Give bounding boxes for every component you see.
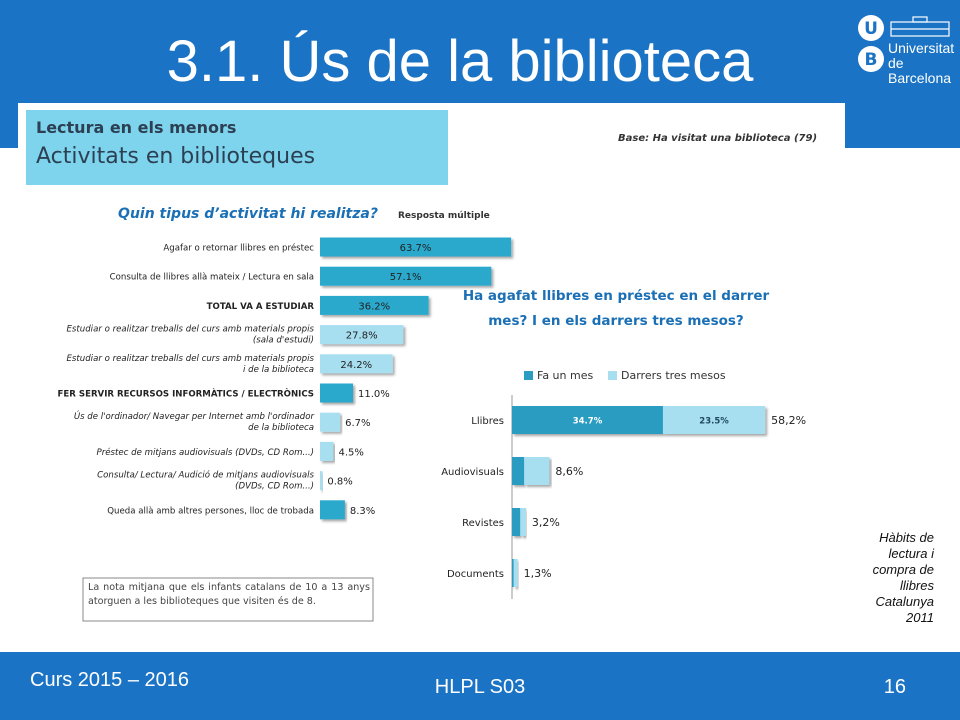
logo-u-letter: U	[864, 19, 878, 39]
activity-category-label: (sala d'estudi)	[253, 336, 314, 346]
activity-value-label: 57.1%	[390, 272, 422, 283]
activity-value-label: 11.0%	[358, 389, 390, 400]
summary-note-text: La nota mitjana que els infants catalans…	[88, 582, 370, 607]
loan-bar-segment	[662, 406, 766, 434]
loan-bar-segment	[512, 406, 663, 434]
activity-category-label: Estudiar o realitzar treballs del curs a…	[67, 354, 315, 364]
loan-chart-title-line-2: mes? I en els darrers tres mesos?	[488, 313, 744, 329]
activity-category-label: Queda allà amb altres persones, lloc de …	[107, 506, 314, 516]
activity-category-label: FER SERVIR RECURSOS INFORMÀTICS / ELECTR…	[58, 388, 314, 400]
loan-bar-segment	[524, 457, 550, 485]
course-code: HLPL S03	[434, 676, 526, 698]
loan-bar-segment	[512, 559, 514, 587]
course-label: Curs 2015 – 2016	[30, 669, 190, 691]
activity-value-label: 8.3%	[350, 506, 375, 517]
page-number: 16	[883, 676, 906, 698]
activity-bar	[320, 412, 341, 432]
activity-category-label: Agafar o retornar llibres en préstec	[163, 243, 314, 254]
summary-note-box	[82, 577, 374, 622]
loan-category-label: Llibres	[471, 416, 504, 427]
activity-value-label: 0.8%	[327, 477, 352, 488]
logo-line-2: de Barcelona	[888, 55, 952, 86]
activity-chart-note: Resposta múltiple	[398, 211, 490, 221]
legend-swatch-three-months	[608, 371, 617, 380]
activity-bar	[320, 441, 334, 461]
activity-value-label: 6.7%	[345, 418, 370, 429]
loan-total-label: 3,2%	[532, 516, 560, 529]
activity-value-label: 27.8%	[346, 331, 378, 342]
loan-bar-segment	[512, 457, 525, 485]
loan-category-label: Audiovisuals	[441, 467, 504, 478]
activity-bar	[320, 500, 345, 520]
building-icon	[890, 16, 950, 37]
loan-bar-segment	[513, 559, 518, 587]
logo-u-circle	[858, 15, 884, 41]
loan-chart-title-line-1: Ha agafat llibres en préstec en el darre…	[463, 288, 770, 304]
logo-line-1: Universitat	[888, 40, 955, 56]
loan-segment-label: 34.7%	[573, 417, 603, 427]
activity-value-label: 24.2%	[340, 360, 372, 371]
loan-category-label: Revistes	[462, 518, 504, 529]
activity-category-label: (DVDs, CD Rom...)	[235, 482, 314, 492]
logo-b-circle	[858, 46, 884, 72]
legend-label-three-months: Darrers tres mesos	[621, 369, 726, 382]
loan-total-label: 1,3%	[524, 567, 552, 580]
activity-bar	[320, 266, 492, 286]
figure-header-box: Lectura en els menors Activitats en bibl…	[26, 110, 448, 185]
loan-bar-segment	[520, 508, 526, 536]
loan-total-label: 58,2%	[771, 414, 806, 427]
activity-category-label: Ús de l'ordinador/ Navegar per Internet …	[74, 410, 315, 422]
figure-subtitle: Lectura en els menors	[36, 118, 237, 137]
activity-value-label: 36.2%	[358, 301, 390, 312]
university-logo: U B	[858, 15, 950, 72]
activity-category-label: Consulta/ Lectura/ Audició de mitjans au…	[97, 470, 314, 481]
footer-band	[0, 652, 960, 720]
activity-category-label: de la biblioteca	[248, 423, 314, 433]
slide-title: 3.1. Ús de la biblioteca	[166, 29, 754, 94]
source-note: Hàbits de lectura i compra de llibres Ca…	[872, 530, 934, 625]
loan-category-label: Documents	[447, 569, 504, 580]
activity-category-label: Estudiar o realitzar treballs del curs a…	[67, 325, 315, 335]
activity-category-label: TOTAL VA A ESTUDIAR	[207, 302, 315, 312]
figure-panel: Lectura en els menors Activitats en bibl…	[18, 103, 845, 652]
activity-value-label: 63.7%	[400, 243, 432, 254]
activity-category-label: Préstec de mitjans audiovisuals (DVDs, C…	[97, 447, 314, 458]
legend-label-month: Fa un mes	[537, 369, 593, 382]
activity-bar	[320, 354, 393, 374]
loan-bar-segment	[512, 508, 521, 536]
activity-value-label: 4.5%	[339, 447, 364, 458]
activity-bar-chart: Agafar o retornar llibres en préstec 63.7…	[58, 237, 512, 520]
activity-category-label: i de la biblioteca	[243, 365, 314, 375]
base-note: Base: Ha visitat una biblioteca (79)	[618, 133, 818, 144]
activity-bar	[320, 471, 323, 491]
charts-svg: Quin tipus d’activitat hi realitza? Resp…	[58, 206, 806, 622]
activity-bar	[320, 383, 353, 403]
loan-bar-chart: 34.7% 23.5% 58,2% Llibres 8,6% Audiovisuals 3,…	[441, 406, 806, 587]
logo-b-letter: B	[865, 50, 878, 70]
activity-bar	[320, 237, 512, 257]
activity-bar	[320, 295, 429, 315]
loan-total-label: 8,6%	[555, 465, 583, 478]
activity-chart-title: Quin tipus d’activitat hi realitza?	[118, 206, 378, 222]
figure-heading: Activitats en biblioteques	[36, 144, 316, 169]
activity-bar	[320, 325, 404, 345]
activity-category-label: Consulta de llibres allà mateix / Lectur…	[110, 273, 314, 283]
legend-swatch-month	[524, 371, 533, 380]
loan-segment-label: 23.5%	[699, 417, 729, 427]
